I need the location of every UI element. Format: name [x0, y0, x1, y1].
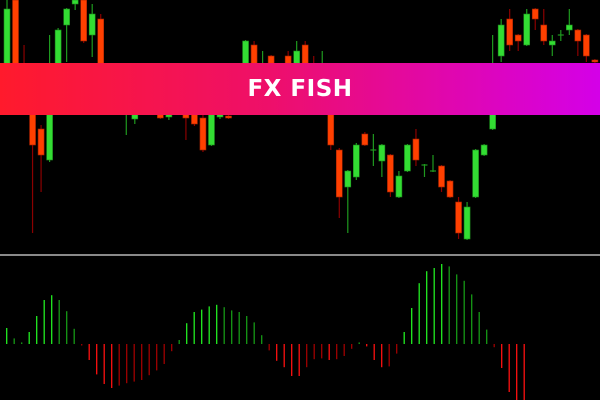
candle [421, 164, 428, 177]
candle [370, 134, 377, 166]
candle [395, 171, 403, 198]
candle [463, 202, 471, 240]
candle-body [438, 165, 445, 188]
candle [378, 144, 386, 177]
candle-body [548, 40, 556, 46]
title-banner: FX FISH [0, 63, 600, 115]
candle-body [344, 170, 352, 188]
candle [335, 148, 343, 218]
candle-body [199, 117, 207, 151]
candle [446, 180, 454, 198]
candle-body [455, 201, 462, 234]
candle [557, 30, 564, 41]
candle [430, 155, 436, 172]
candle-body [506, 18, 513, 46]
candle [583, 34, 590, 62]
candle-body [37, 128, 45, 156]
candle [438, 165, 445, 192]
candle-body [378, 144, 386, 162]
candle-body [480, 144, 488, 156]
candle [480, 144, 488, 156]
candle [71, 0, 79, 10]
candle [412, 129, 420, 166]
candle [548, 35, 556, 56]
candle-body [387, 154, 394, 193]
candle-body [335, 149, 343, 198]
candle [455, 197, 462, 239]
candle-body [540, 24, 548, 42]
candle [472, 149, 479, 198]
candle-body [583, 34, 590, 57]
candle-body [514, 34, 522, 42]
candle-body [463, 206, 471, 240]
candle [63, 8, 70, 62]
candle [80, 0, 87, 43]
candle [344, 170, 352, 233]
candle-body [472, 149, 479, 198]
candle [574, 29, 582, 56]
candle [566, 9, 573, 35]
candle-body [353, 144, 360, 178]
candle-body [523, 13, 531, 46]
candle-body [446, 180, 454, 198]
candle-body [225, 115, 232, 119]
candle-body [591, 59, 599, 63]
candle-body [361, 133, 369, 146]
candle [540, 9, 548, 45]
candle-body [404, 144, 411, 172]
candle-body [80, 0, 87, 42]
candle [506, 9, 513, 51]
candle [387, 154, 394, 197]
candle [199, 115, 207, 152]
candle [37, 125, 45, 192]
candle-body [71, 0, 79, 5]
candle [361, 132, 369, 146]
candle-body [395, 175, 403, 198]
candle-body [412, 138, 420, 161]
candle [353, 143, 360, 180]
candle [497, 19, 505, 62]
candle [531, 8, 539, 30]
candle [523, 9, 531, 46]
candle-body [574, 29, 582, 42]
candle-body [88, 13, 96, 36]
banner-title: FX FISH [247, 76, 353, 102]
candle [514, 34, 522, 51]
candle-body [497, 24, 505, 57]
candle-body [531, 8, 539, 20]
candle [404, 144, 411, 172]
candle [88, 4, 96, 57]
candle-body [63, 8, 70, 26]
candle-body [566, 24, 573, 31]
